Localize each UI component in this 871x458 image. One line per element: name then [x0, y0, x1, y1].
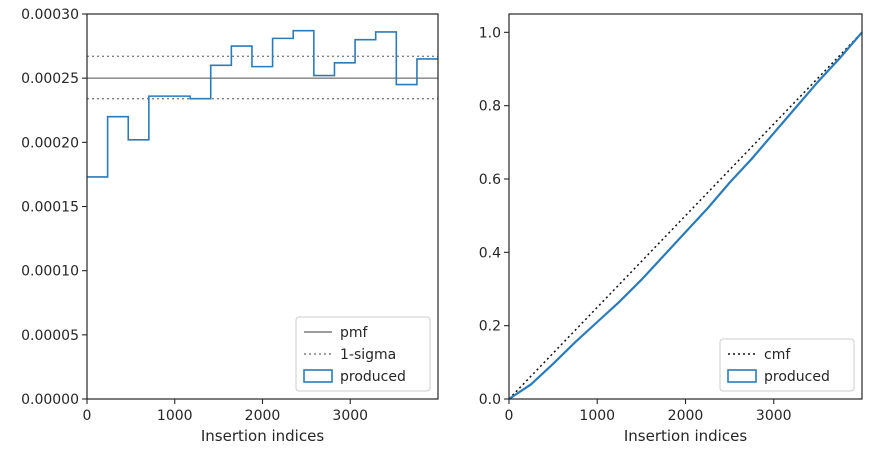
y-tick-label: 0.2 — [479, 319, 501, 335]
y-ticks: 0.00000 0.00005 0.00010 0.00015 0.00020 0.000… — [21, 7, 87, 408]
x-tick-label: 2000 — [245, 408, 281, 424]
legend-box — [719, 338, 855, 392]
x-tick-label: 0 — [83, 408, 92, 424]
legend-swatch — [303, 369, 333, 383]
y-tick-label: 0.00005 — [21, 328, 79, 344]
y-tick-label: 0.00020 — [21, 135, 79, 151]
produced-line — [508, 31, 863, 400]
x-ticks: 0 1000 2000 3000 — [83, 399, 368, 424]
series-layer — [508, 31, 863, 400]
x-axis-label: Insertion indices — [201, 427, 324, 445]
series-layer — [87, 29, 438, 178]
x-tick-label: 3000 — [332, 408, 368, 424]
y-tick-label: 0.00015 — [21, 200, 79, 216]
legend: cmf produced — [719, 338, 855, 392]
y-tick-label: 1.0 — [479, 25, 501, 41]
y-tick-label: 0.8 — [479, 99, 501, 115]
y-tick-label: 0.00030 — [21, 7, 79, 23]
x-tick-label: 3000 — [756, 408, 792, 424]
y-ticks: 0.0 0.2 0.4 0.6 0.8 1.0 — [479, 25, 509, 408]
x-tick-label: 0 — [505, 408, 514, 424]
y-tick-label: 0.00025 — [21, 71, 79, 87]
x-axis-label: Insertion indices — [624, 427, 747, 445]
y-tick-label: 0.0 — [479, 392, 501, 408]
histogram-panel: 0 1000 2000 3000 0.000000.000050.000100.000… — [21, 7, 439, 445]
legend-label: 1-sigma — [340, 347, 396, 363]
x-ticks: 0 1000 2000 3000 — [505, 399, 792, 424]
y-tick-label: 0.00010 — [21, 264, 79, 280]
x-tick-label: 2000 — [668, 408, 704, 424]
legend-swatch — [727, 369, 757, 383]
x-tick-label: 1000 — [579, 408, 615, 424]
produced-histogram-step — [87, 29, 438, 178]
y-tick-label: 0.4 — [479, 245, 501, 261]
reference-lines — [87, 55, 438, 100]
x-tick-label: 1000 — [157, 408, 193, 424]
legend-label: pmf — [340, 325, 369, 341]
legend-box — [295, 316, 431, 392]
y-tick-label: 0.00000 — [21, 392, 79, 408]
legend-label: cmf — [764, 347, 791, 363]
cumulative-panel: 0 1000 2000 3000 0.0 0.2 0.4 0.6 0.8 1.0 Inserti… — [479, 13, 863, 445]
y-tick-label: 0.6 — [479, 172, 501, 188]
legend-label: produced — [764, 369, 830, 385]
legend: pmf 1-sigma produced — [295, 316, 431, 392]
legend-label: produced — [340, 369, 406, 385]
